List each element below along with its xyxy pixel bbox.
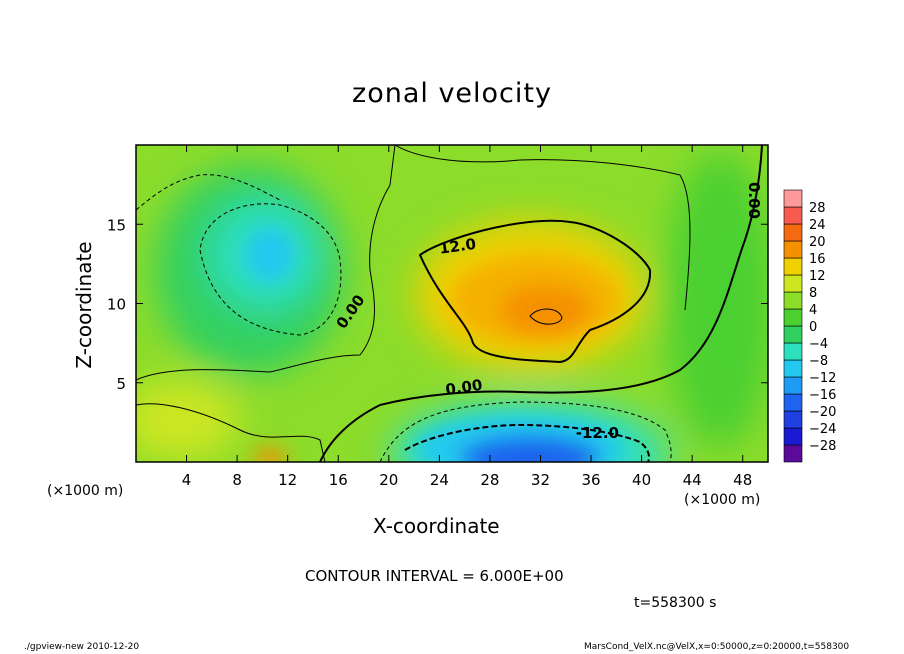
colorbar-swatch [783, 359, 803, 378]
colorbar-tick-label: −8 [809, 354, 828, 369]
heatmap-field [136, 145, 768, 462]
x-tick-label: 28 [480, 471, 499, 489]
footer-left: ./gpview-new 2010-12-20 [24, 642, 140, 652]
contour-label: 0.00 [745, 182, 763, 219]
y-tick-label: 5 [116, 375, 126, 393]
chart-title: zonal velocity [352, 78, 552, 109]
colorbar-tick-label: −12 [809, 371, 836, 386]
colorbar-tick-label: −28 [809, 439, 836, 454]
colorbar-tick-label: 4 [809, 303, 817, 318]
x-tick-label: 4 [182, 471, 192, 489]
x-tick-label: 12 [278, 471, 297, 489]
colorbar-swatch [783, 308, 803, 327]
x-unit-label-right: (×1000 m) [684, 492, 761, 508]
colorbar-swatch [783, 325, 803, 344]
colorbar-swatch [783, 240, 803, 259]
x-tick-label: 24 [430, 471, 449, 489]
colorbar-tick-label: 8 [809, 286, 817, 301]
footer-right: MarsCond_VelX.nc@VelX,x=0:50000,z=0:2000… [584, 642, 850, 652]
colorbar-swatch [783, 393, 803, 412]
colorbar-swatch [783, 444, 803, 463]
contour-interval-label: CONTOUR INTERVAL = 6.000E+00 [305, 567, 564, 585]
x-tick-label: 44 [683, 471, 702, 489]
colorbar-tick-label: −24 [809, 422, 836, 437]
colorbar-tick-label: 0 [809, 320, 817, 335]
colorbar-swatch [783, 376, 803, 395]
colorbar-swatch [783, 274, 803, 293]
x-tick-label: 40 [632, 471, 651, 489]
colorbar-tick-label: 28 [809, 201, 826, 216]
x-tick-label: 16 [329, 471, 348, 489]
time-label: t=558300 s [634, 595, 717, 611]
x-tick-label: 32 [531, 471, 550, 489]
colorbar-tick-label: −20 [809, 405, 836, 420]
x-axis-label: X-coordinate [373, 514, 500, 538]
colorbar-swatch [783, 342, 803, 361]
colorbar-tick-label: 12 [809, 269, 826, 284]
contour-label: 0.00 [444, 376, 483, 399]
colorbar-swatch [783, 206, 803, 225]
colorbar: −28 −24 −20 −16 −12 −8 −4 0 4 8 12 16 20 24 28 [783, 189, 836, 463]
y-tick-label: 10 [107, 296, 126, 314]
colorbar-tick-label: 24 [809, 218, 826, 233]
x-tick-label: 36 [581, 471, 600, 489]
y-axis-ticks: 5 10 15 [107, 216, 768, 393]
y-tick-label: 15 [107, 216, 126, 234]
x-unit-label-left: (×1000 m) [47, 483, 124, 499]
x-tick-label: 8 [232, 471, 242, 489]
colorbar-swatch [783, 223, 803, 242]
colorbar-swatch [783, 189, 803, 208]
x-tick-label: 20 [379, 471, 398, 489]
colorbar-swatch [783, 410, 803, 429]
contour-label: -12.0 [576, 424, 619, 442]
contour-label: 12.0 [438, 235, 477, 258]
colorbar-tick-label: −16 [809, 388, 836, 403]
colorbar-swatch [783, 291, 803, 310]
colorbar-swatch [783, 257, 803, 276]
contour-labels: 12.00.000.00-12.00.00 [333, 182, 763, 442]
colorbar-swatch [783, 427, 803, 446]
colorbar-tick-label: 20 [809, 235, 826, 250]
x-tick-label: 48 [733, 471, 752, 489]
colorbar-tick-label: 16 [809, 252, 826, 267]
colorbar-tick-label: −4 [809, 337, 828, 352]
x-axis-ticks: 4 8 12 16 20 24 28 32 36 40 44 48 [182, 145, 752, 489]
